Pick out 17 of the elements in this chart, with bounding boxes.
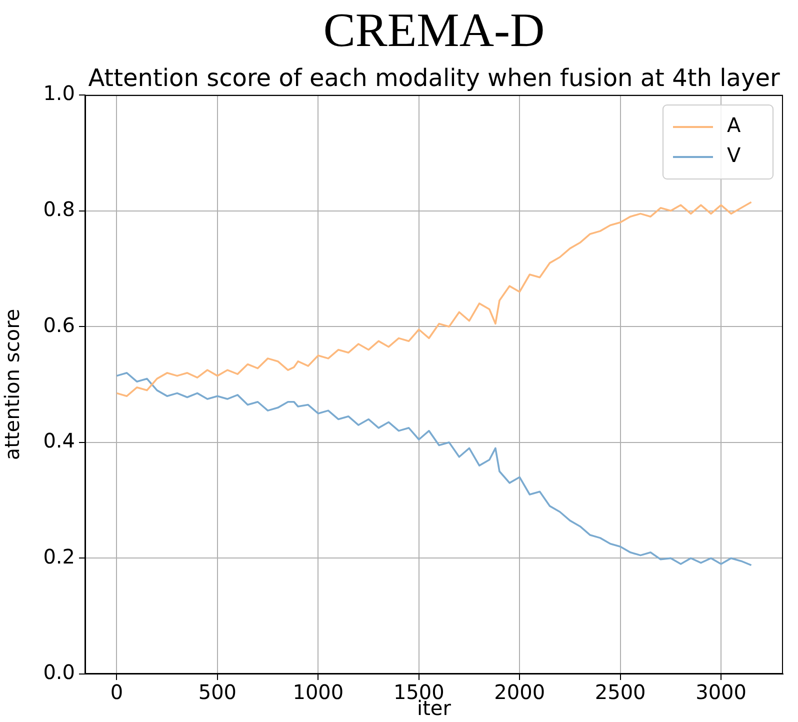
x-tick-label: 2500 — [594, 680, 646, 704]
x-tick-label: 3000 — [696, 680, 747, 704]
chart-title: CREMA-D — [323, 4, 545, 57]
x-tick-label: 0 — [110, 680, 124, 704]
legend-label: A — [727, 113, 741, 138]
y-tick-label: 1.0 — [43, 81, 75, 106]
x-tick-label: 2000 — [494, 680, 546, 704]
y-tick-label: 0.4 — [43, 428, 75, 453]
y-axis-title: attention score — [0, 308, 24, 460]
legend-label: V — [727, 143, 741, 168]
y-tick-label: 0.0 — [43, 660, 75, 684]
y-tick-label: 0.2 — [43, 544, 75, 568]
x-tick-label: 1000 — [292, 680, 344, 704]
chart-subtitle: Attention score of each modality when fusion at 4th layer — [88, 64, 780, 92]
y-tick-label: 0.6 — [43, 312, 75, 337]
x-tick-label: 500 — [198, 680, 237, 704]
y-tick-label: 0.8 — [43, 197, 75, 222]
